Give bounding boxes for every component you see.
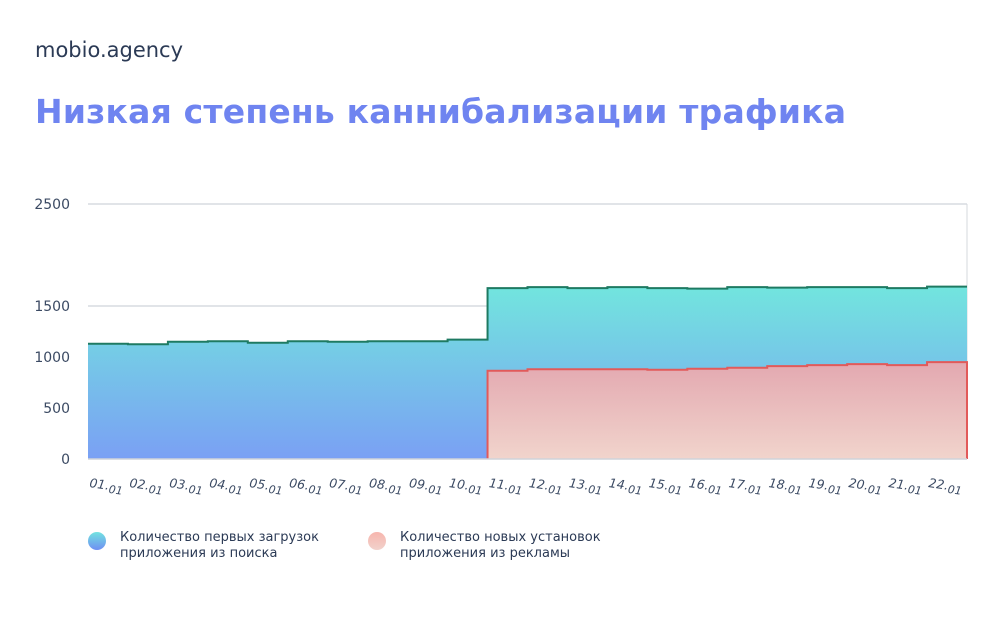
x-tick-label: 01.01 — [88, 475, 124, 498]
x-tick-label: 18.01 — [767, 475, 803, 498]
x-tick-label: 11.01 — [488, 475, 524, 498]
x-tick-label: 06.01 — [288, 475, 324, 498]
series-line-search — [88, 285, 967, 346]
x-tick-label: 19.01 — [807, 475, 843, 498]
x-tick-label: 10.01 — [448, 475, 484, 498]
axis-layer: 0 500 1000 1500 2500 01.01 02.01 03.01 04.01 05.0… — [34, 197, 967, 498]
brand-name: mobio.agency — [35, 38, 184, 62]
legend-label-search: Количество первых загрузок приложения из… — [120, 530, 319, 561]
x-tick-label: 04.01 — [208, 475, 244, 498]
x-tick-label: 20.01 — [847, 475, 883, 498]
x-tick-label: 02.01 — [128, 475, 164, 498]
legend-swatch-search — [88, 532, 106, 550]
y-tick-label: 500 — [43, 401, 70, 417]
x-tick-label: 07.01 — [328, 475, 364, 498]
x-tick-label: 15.01 — [648, 475, 684, 498]
x-tick-label: 22.01 — [927, 475, 963, 498]
legend-label-ads: Количество новых установок приложения из… — [400, 530, 601, 561]
series-area-ads — [487, 362, 967, 459]
x-tick-label: 14.01 — [608, 475, 644, 498]
series-line-ads — [486, 361, 968, 459]
x-tick-label: 12.01 — [528, 475, 564, 498]
y-tick-label: 2500 — [34, 197, 70, 213]
x-tick-label: 09.01 — [408, 475, 444, 498]
x-tick-label: 05.01 — [248, 475, 284, 498]
y-tick-label: 0 — [61, 452, 70, 468]
legend-item-search: Количество первых загрузок приложения из… — [88, 530, 335, 562]
y-tick-label: 1500 — [34, 299, 70, 315]
legend-swatch-ads — [368, 532, 386, 550]
x-tick-label: 08.01 — [368, 475, 404, 498]
y-tick-label: 1000 — [34, 350, 70, 366]
x-tick-label: 16.01 — [687, 475, 723, 498]
x-tick-label: 13.01 — [568, 475, 604, 498]
page-title: Низкая степень каннибализации трафика — [35, 92, 847, 131]
x-tick-label: 21.01 — [887, 475, 923, 498]
legend-item-ads: Количество новых установок приложения из… — [368, 530, 615, 562]
x-tick-label: 17.01 — [727, 475, 763, 498]
area-layer — [88, 285, 968, 459]
x-tick-label: 03.01 — [168, 475, 204, 498]
